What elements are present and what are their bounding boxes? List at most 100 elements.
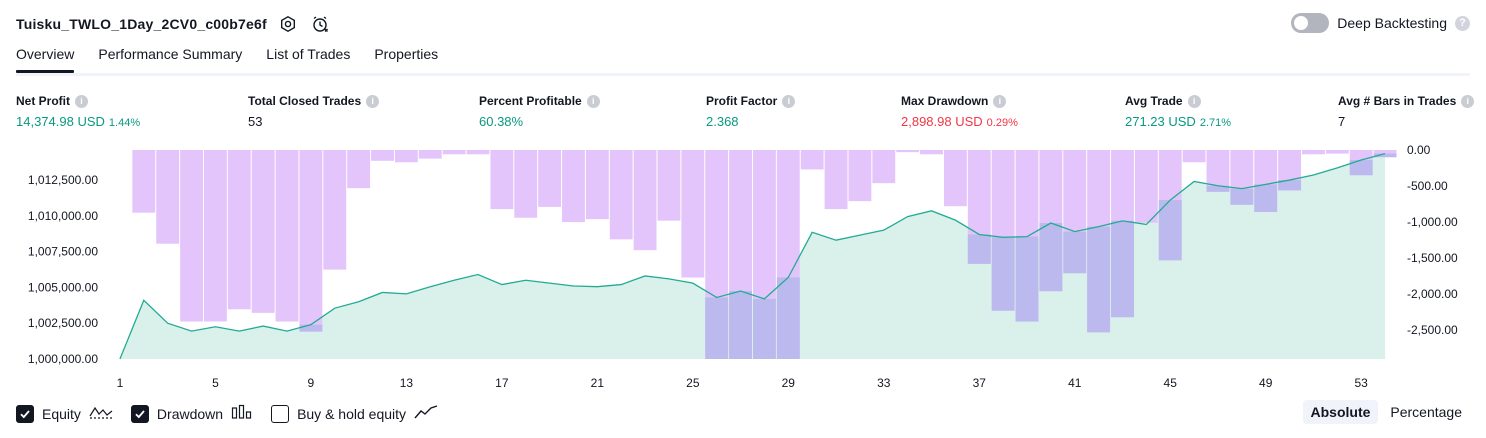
equity-line bbox=[119, 152, 1386, 360]
x-axis-tick: 29 bbox=[782, 376, 796, 390]
drawdown-bar bbox=[609, 150, 633, 240]
deep-backtesting-toggle[interactable] bbox=[1291, 13, 1330, 33]
legend-equity[interactable]: Equity bbox=[16, 404, 113, 423]
drawdown-bar bbox=[490, 150, 514, 210]
help-icon[interactable]: ? bbox=[1455, 15, 1470, 31]
buy-hold-checkbox[interactable] bbox=[271, 404, 290, 423]
drawdown-checkbox[interactable] bbox=[130, 404, 149, 423]
x-axis-tick: 5 bbox=[212, 376, 219, 390]
drawdown-axis-tick: -1,000.00 bbox=[1407, 215, 1458, 229]
drawdown-bar bbox=[371, 150, 394, 161]
equity-drawdown-chart: 1,012,500.00 1,010,000.00 1,007,500.00 1,00… bbox=[0, 140, 1486, 400]
metric-value: 7 bbox=[1338, 114, 1346, 129]
equity-axis-tick: 1,005,000.00 bbox=[28, 280, 98, 294]
drawdown-overlap-bar bbox=[1373, 153, 1397, 158]
equity-line-icon bbox=[89, 404, 113, 423]
drawdown-bar bbox=[681, 150, 705, 278]
drawdown-bar bbox=[227, 150, 251, 310]
drawdown-axis-tick: -1,500.00 bbox=[1407, 251, 1458, 265]
metric-value: 2,898.98 USD bbox=[901, 114, 983, 129]
legend-drawdown[interactable]: Drawdown bbox=[130, 404, 253, 423]
drawdown-overlap-bar bbox=[776, 277, 800, 359]
info-icon[interactable]: i bbox=[75, 94, 88, 108]
drawdown-bar bbox=[848, 150, 872, 202]
metric-net-profit: Net Profit i 14,374.98 USD 1.44% bbox=[16, 94, 140, 129]
metric-value: 2.368 bbox=[706, 114, 739, 129]
x-axis-tick: 37 bbox=[973, 376, 987, 390]
info-icon[interactable]: i bbox=[782, 94, 796, 108]
drawdown-overlap-bar bbox=[1349, 160, 1373, 176]
info-icon[interactable]: i bbox=[1461, 94, 1475, 108]
tab-list-of-trades[interactable]: List of Trades bbox=[266, 46, 351, 62]
settings-gear-icon[interactable] bbox=[277, 13, 299, 35]
info-icon[interactable]: i bbox=[1187, 94, 1201, 108]
drawdown-overlap-bar bbox=[1111, 220, 1134, 318]
drawdown-bar bbox=[1182, 150, 1206, 163]
drawdown-axis-tick: -2,000.00 bbox=[1407, 287, 1458, 301]
metric-max-drawdown: Max Drawdown i 2,898.98 USD 0.29% bbox=[901, 94, 1018, 129]
metric-value: 60.38% bbox=[479, 114, 524, 129]
strategy-alert-icon[interactable] bbox=[309, 13, 331, 35]
tab-properties[interactable]: Properties bbox=[374, 46, 439, 62]
metric-value: 271.23 USD bbox=[1125, 114, 1196, 129]
drawdown-bar bbox=[657, 150, 681, 221]
chart-legend: Equity Drawdown Buy & hold equity bbox=[16, 404, 438, 423]
drawdown-bar bbox=[872, 150, 896, 184]
metric-value: 14,374.98 USD bbox=[16, 114, 105, 129]
drawdown-overlap-bar bbox=[1254, 184, 1278, 212]
drawdown-overlap-bar bbox=[1063, 231, 1087, 274]
equity-axis-tick: 1,007,500.00 bbox=[28, 245, 98, 259]
info-icon[interactable]: i bbox=[366, 94, 380, 108]
scale-mode-switch: Absolute Percentage bbox=[1302, 400, 1471, 424]
x-axis-tick: 33 bbox=[877, 376, 891, 390]
drawdown-bar bbox=[1302, 150, 1325, 155]
drawdown-bar bbox=[442, 150, 466, 155]
metric-percent: 2.71% bbox=[1199, 117, 1232, 129]
percentage-button[interactable]: Percentage bbox=[1390, 404, 1462, 420]
drawdown-overlap-bar bbox=[705, 297, 729, 359]
equity-area bbox=[119, 153, 1386, 359]
legend-buy-hold-equity[interactable]: Buy & hold equity bbox=[271, 404, 438, 423]
x-axis-tick: 9 bbox=[308, 376, 315, 390]
absolute-button[interactable]: Absolute bbox=[1302, 400, 1379, 424]
metric-value: 53 bbox=[248, 114, 263, 129]
x-axis-tick: 17 bbox=[495, 376, 509, 390]
drawdown-bar bbox=[203, 150, 227, 322]
tab-overview[interactable]: Overview bbox=[16, 46, 75, 73]
drawdown-bar bbox=[1325, 150, 1349, 154]
metric-label: Avg Trade bbox=[1125, 94, 1183, 108]
strategy-header: Tuisku_TWLO_1Day_2CV0_c00b7e6f bbox=[16, 12, 331, 36]
drawdown-overlap-bar bbox=[967, 234, 991, 264]
drawdown-bar bbox=[132, 150, 156, 213]
x-axis-tick: 1 bbox=[117, 376, 124, 390]
drawdown-overlap-bar bbox=[1087, 226, 1111, 333]
equity-checkbox[interactable] bbox=[16, 404, 34, 423]
drawdown-bar bbox=[275, 150, 299, 322]
equity-axis-tick: 1,000,000.00 bbox=[28, 352, 98, 366]
drawdown-bar bbox=[920, 150, 943, 155]
x-axis-tick: 53 bbox=[1355, 376, 1369, 390]
tab-performance-summary[interactable]: Performance Summary bbox=[98, 46, 243, 62]
drawdown-bar bbox=[585, 150, 609, 220]
x-axis-tick: 49 bbox=[1259, 376, 1273, 390]
drawdown-bars-icon bbox=[231, 404, 253, 423]
strategy-title: Tuisku_TWLO_1Day_2CV0_c00b7e6f bbox=[16, 16, 267, 32]
drawdown-bar bbox=[896, 150, 920, 153]
x-axis-tick: 45 bbox=[1164, 376, 1178, 390]
buy-hold-line-icon bbox=[414, 404, 438, 423]
drawdown-overlap-bar bbox=[1278, 180, 1302, 191]
metric-avg-bars-in-trades: Avg # Bars in Trades i 7 bbox=[1338, 94, 1475, 129]
drawdown-bar bbox=[466, 150, 490, 155]
drawdown-bar bbox=[538, 150, 562, 207]
drawdown-axis-tick: -500.00 bbox=[1407, 179, 1448, 193]
report-tabs: Overview Performance Summary List of Tra… bbox=[16, 46, 439, 73]
drawdown-bar bbox=[800, 150, 824, 170]
info-icon[interactable]: i bbox=[586, 94, 600, 108]
drawdown-overlap-bar bbox=[299, 324, 323, 332]
info-icon[interactable]: i bbox=[993, 94, 1007, 108]
drawdown-bar bbox=[562, 150, 585, 223]
drawdown-bar bbox=[514, 150, 538, 218]
metric-label: Total Closed Trades bbox=[248, 94, 362, 108]
metric-label: Net Profit bbox=[16, 94, 70, 108]
metric-label: Avg # Bars in Trades bbox=[1338, 94, 1457, 108]
